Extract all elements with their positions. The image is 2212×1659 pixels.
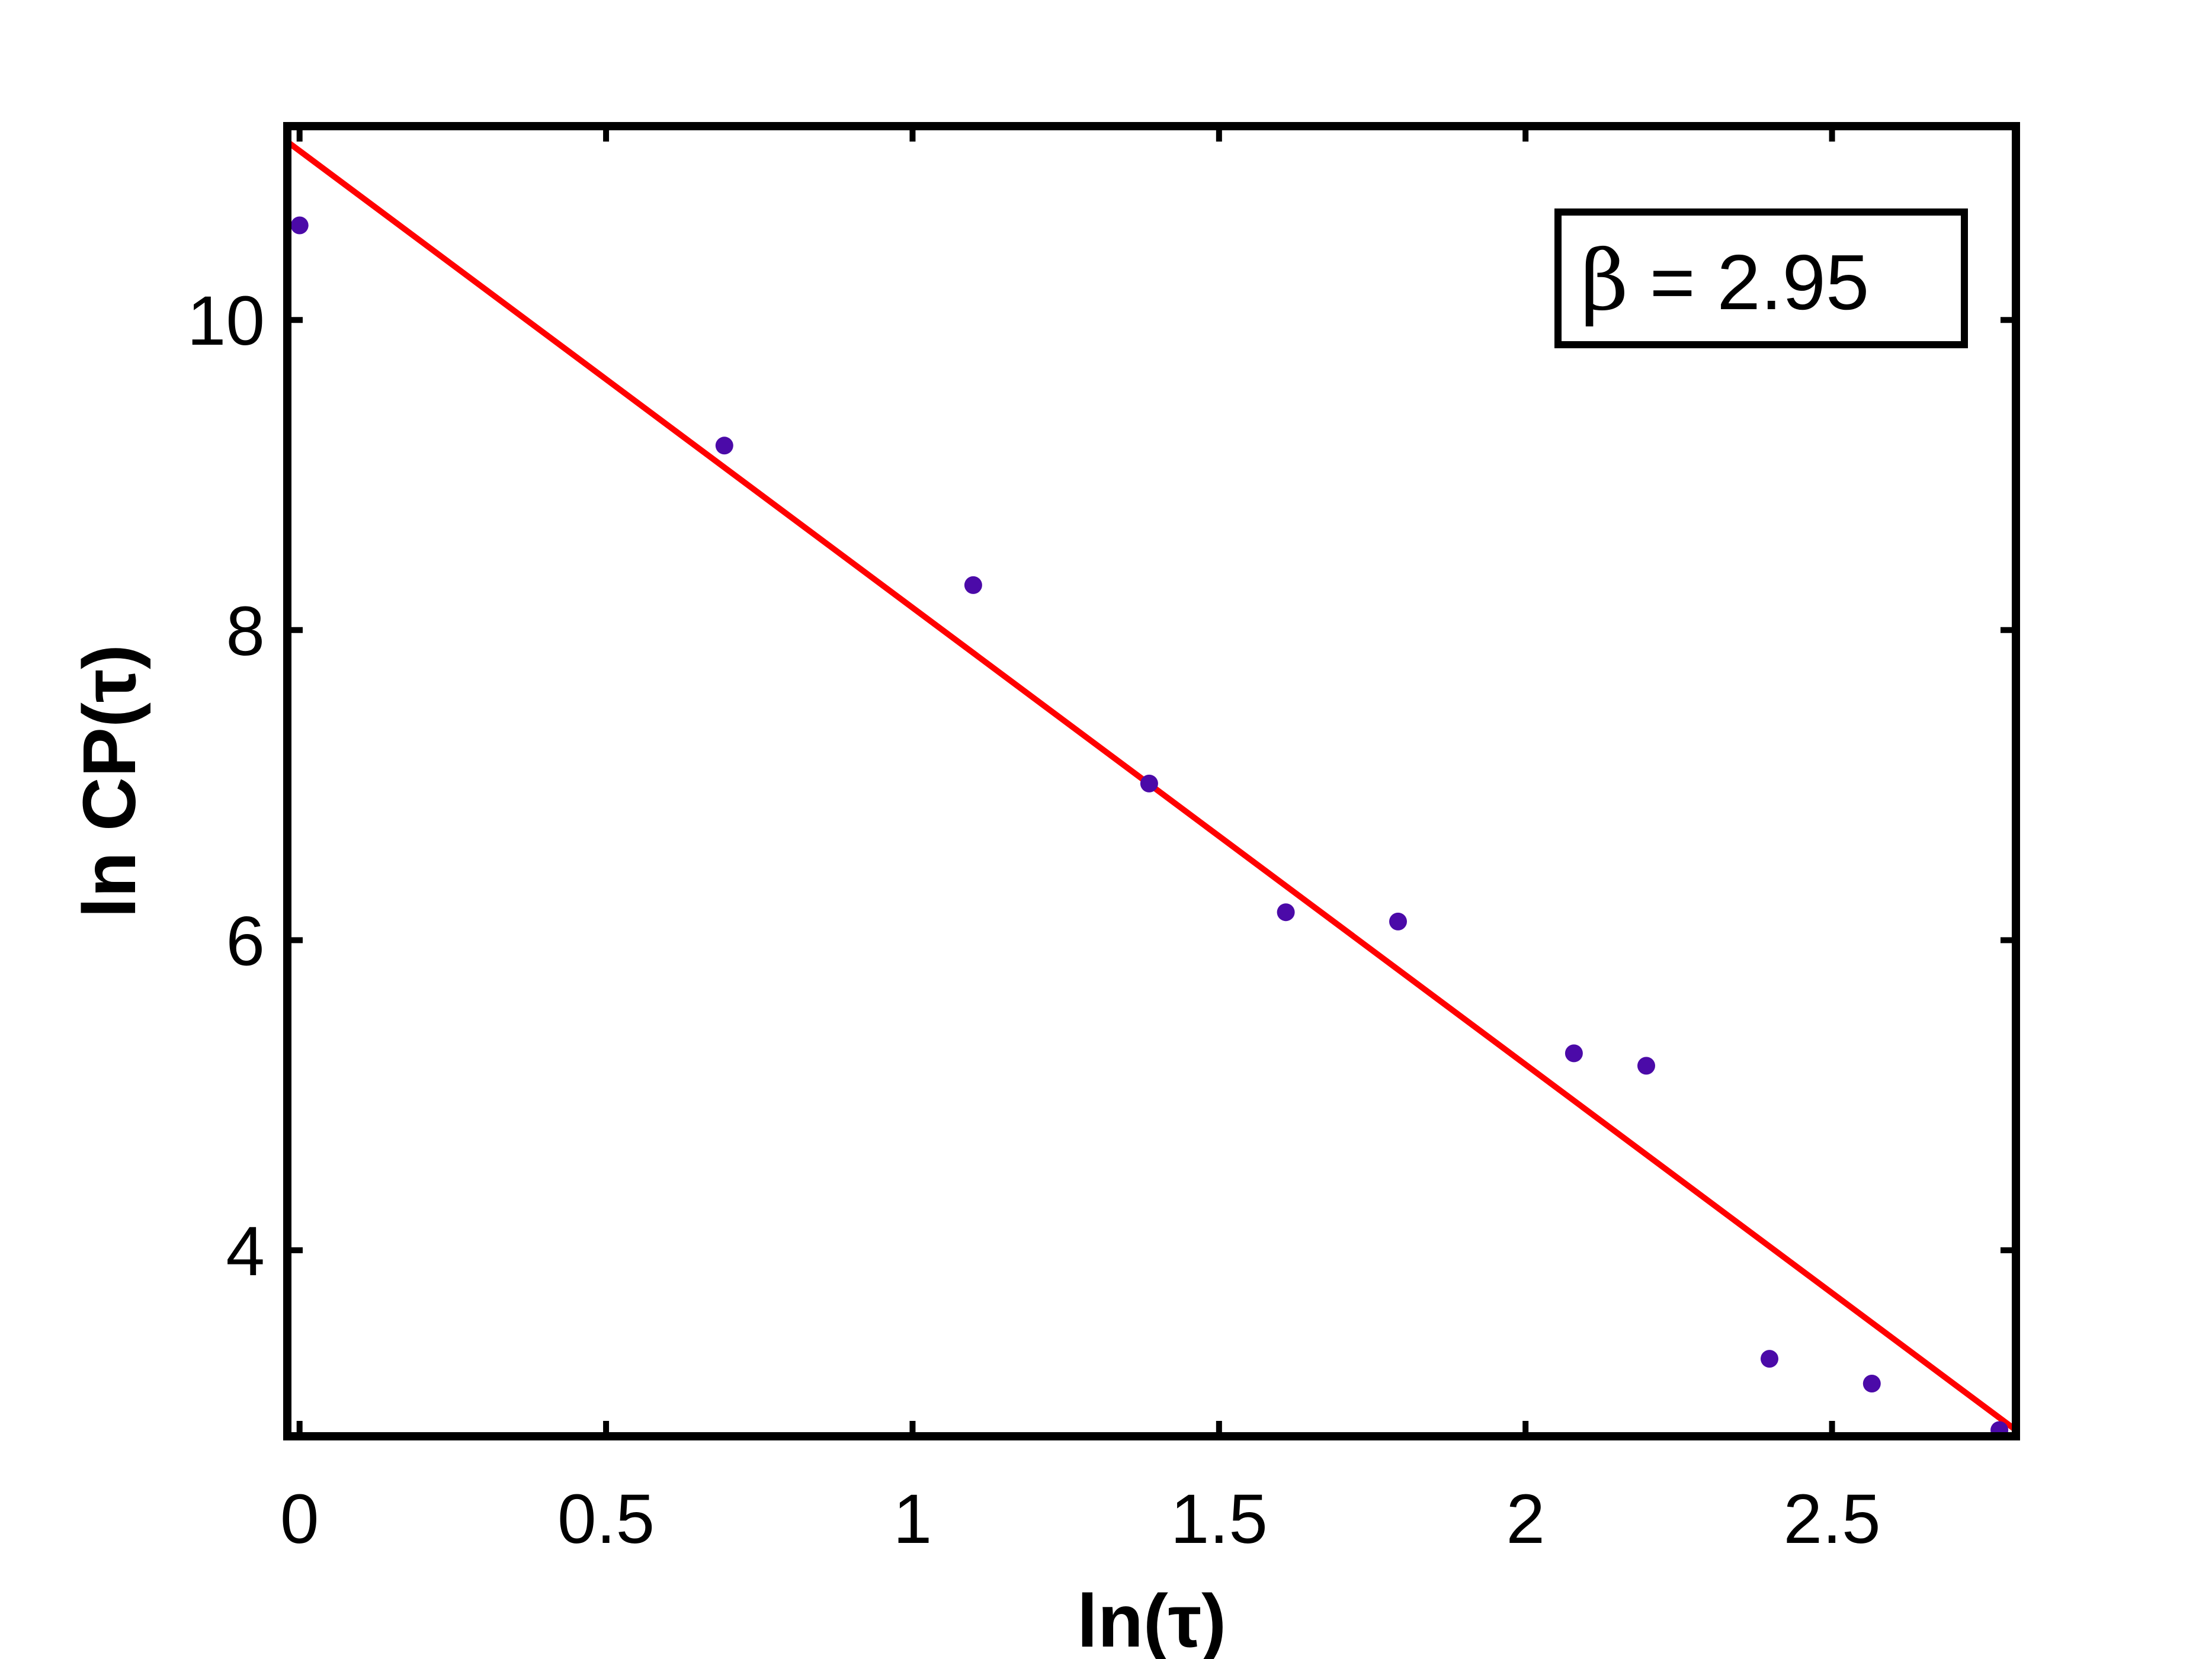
data-point xyxy=(1277,903,1295,922)
x-tick-label: 2.5 xyxy=(1784,1480,1881,1558)
x-axis-label: ln(τ) xyxy=(1077,1579,1226,1659)
data-point xyxy=(1637,1057,1655,1075)
legend-value: = 2.95 xyxy=(1628,239,1869,326)
x-tick-label: 0.5 xyxy=(557,1480,655,1558)
data-point xyxy=(290,216,309,235)
y-axis-label: ln CP(τ) xyxy=(68,644,151,918)
x-tick-label: 1 xyxy=(893,1480,932,1558)
plot-frame xyxy=(283,122,2020,1440)
x-tick-label: 1.5 xyxy=(1171,1480,1268,1558)
tick-marks-layer xyxy=(287,126,2016,1436)
data-point xyxy=(1140,774,1158,792)
legend-box xyxy=(1554,208,1968,348)
data-point xyxy=(1761,1350,1778,1368)
x-tick-label: 0 xyxy=(280,1480,319,1558)
data-points-layer xyxy=(290,216,2009,1439)
data-point xyxy=(1389,912,1407,930)
legend-symbol: β xyxy=(1581,233,1628,329)
data-point xyxy=(715,437,733,455)
x-tick-label: 2 xyxy=(1506,1480,1545,1558)
data-point xyxy=(964,576,982,594)
data-point xyxy=(1565,1044,1583,1063)
legend: β = 2.95 xyxy=(1554,208,1968,348)
y-tick-label: 8 xyxy=(226,592,265,670)
data-point xyxy=(1862,1375,1881,1392)
y-tick-label: 10 xyxy=(187,282,265,360)
x-tick-labels: 0 0.5 1 1.5 2 2.5 xyxy=(280,1480,1881,1558)
y-tick-label: 4 xyxy=(226,1212,265,1291)
y-tick-labels: 4 6 8 10 xyxy=(187,282,265,1291)
y-tick-label: 6 xyxy=(226,902,265,980)
